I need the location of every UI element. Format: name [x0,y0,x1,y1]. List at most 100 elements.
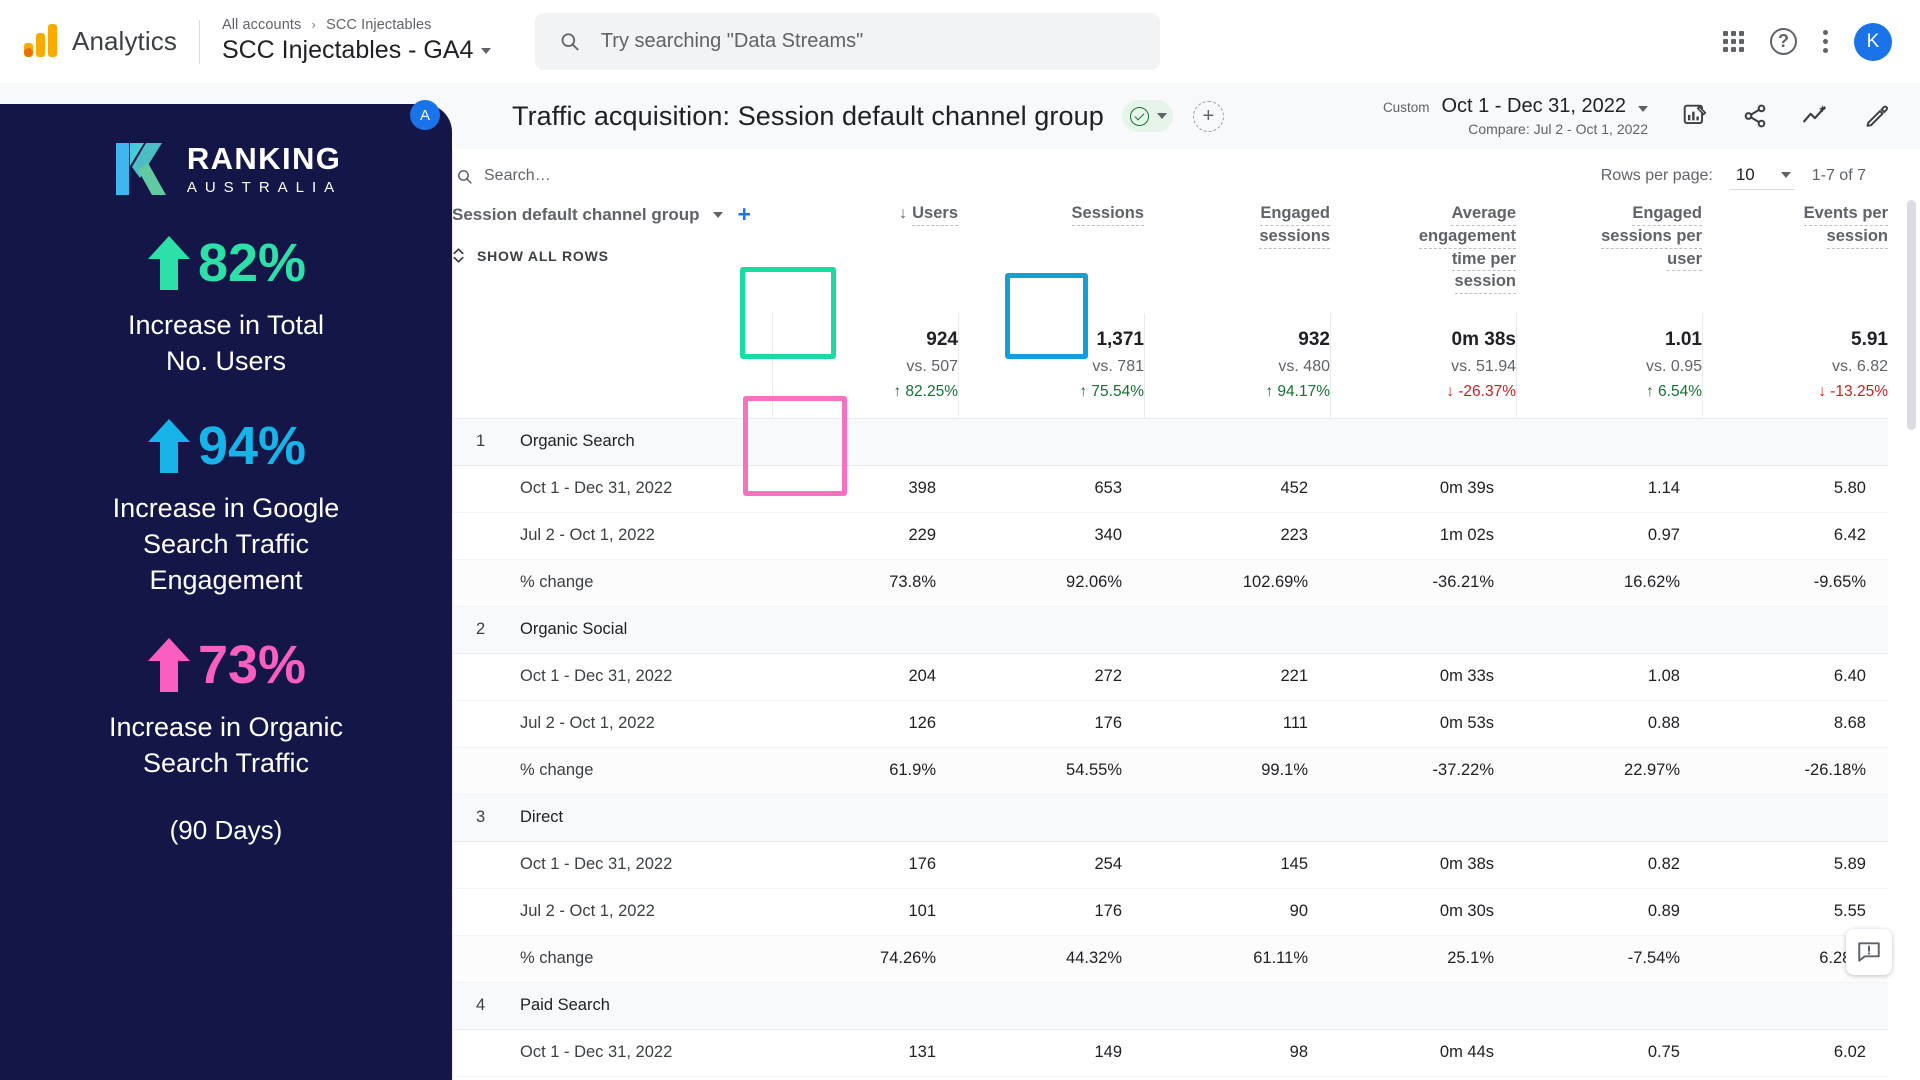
add-comparison-button[interactable]: + [1192,100,1224,132]
rows-per-page-label: Rows per page: [1600,167,1713,184]
table-row: Jul 2 - Oct 1, 2022 126 176 111 0m 53s 0.88 8.… [452,149,1888,1080]
table-group-row[interactable]: 4 Paid Search [452,149,1888,1080]
metric-header-sessions[interactable]: Sessions [958,203,1144,313]
stat-number: 73% [197,635,307,696]
feedback-button[interactable] [1846,929,1892,975]
metric-header-users[interactable]: ↓ Users [772,203,958,313]
report-actions [1682,103,1920,129]
table-row: % change 73.8% 92.06% 102.69% -36.21% 16.62% -… [452,149,1888,1080]
metric-header-engaged-sessions[interactable]: Engaged sessions [1144,203,1330,313]
stat-caption: Increase in Google Search Traffic Engageme… [0,491,452,598]
stat-caption-line: Increase in Total [127,310,325,340]
chevron-down-icon[interactable] [481,47,492,54]
row-value-cell: 176 [452,149,958,1080]
summary-change: ↑ 82.25% [893,383,958,401]
search-input[interactable] [600,30,1137,53]
row-value-cell: -26.18% [452,149,1888,1080]
group-name-cell: 2 Organic Social [452,606,772,654]
row-value-cell: -37.22% [452,149,1516,1080]
stat-caption-line: Search Traffic [142,528,310,559]
account-selector[interactable]: All accounts › SCC Injectables SCC Injec… [222,17,492,65]
group-name-cell: 3 Direct [452,794,772,842]
stat-caption-line: No. Users [165,345,287,376]
row-value-cell: 61.9% [452,149,958,1080]
row-value-cell: 16.62% [452,149,1702,1080]
chevron-down-icon[interactable] [1156,113,1167,119]
table-row: Oct 1 - Dec 31, 2022 131 149 98 0m 44s 0.75 6.… [452,149,1888,1080]
table-row: Jul 2 - Oct 1, 2022 229 340 223 1m 02s 0.97 6.… [452,149,1888,1080]
dimension-selector[interactable]: Session default channel group + [452,203,772,226]
summary-cell: 0m 38s vs. 51.94 ↓ -26.37% [1330,313,1516,419]
row-value-cell: 0.75 [452,149,1702,1080]
table-search-placeholder[interactable]: Search… [484,167,551,184]
metric-header-engaged-sessions-per-user[interactable]: Engaged sessions per user [1516,203,1702,313]
ranking-australia-logo: RANKING AUSTRALIA [0,138,452,200]
page-scrollbar[interactable] [1907,200,1916,430]
group-empty-cell [452,149,1330,1080]
show-all-rows-button[interactable]: SHOW ALL ROWS [452,246,772,265]
share-icon[interactable] [1742,103,1768,129]
group-empty-cell [452,149,1702,1080]
date-range-value[interactable]: Oct 1 - Dec 31, 2022 [1441,95,1626,118]
table-group-row[interactable]: 3 Direct [452,149,1888,1080]
table-group-row[interactable]: 1 Organic Search [452,149,1888,1080]
tab-indicator[interactable]: A [410,100,440,130]
more-vert-icon[interactable] [1823,30,1828,53]
group-empty-cell [452,149,1888,1080]
overlay-stat: 82% Increase in Total No. Users [0,234,452,379]
group-name: Organic Search [520,432,635,450]
summary-dimension-cell [452,313,772,419]
date-range-text[interactable]: Custom Oct 1 - Dec 31, 2022 Compare: Jul… [1383,93,1648,139]
brand-name: Analytics [72,26,177,56]
row-value-cell: 0m 38s [452,149,1516,1080]
edit-icon[interactable] [1864,103,1890,129]
row-value-cell: 92.06% [452,149,1144,1080]
row-label: % change [452,559,772,607]
table-group-row[interactable]: 2 Organic Social [452,149,1888,1080]
row-value-cell: 254 [452,149,1144,1080]
chevron-down-icon[interactable] [1780,171,1791,178]
global-search[interactable] [535,13,1161,70]
table-summary-row: 924 vs. 507 ↑ 82.25% 1,371 vs. 781 ↑ 75.54% 93… [452,313,1888,419]
row-value-cell: 0m 39s [452,149,1516,1080]
group-name: Direct [520,808,564,826]
summary-comparison: vs. 781 [1092,358,1144,376]
metric-header-label-line: Events per [1803,203,1888,226]
status-badge[interactable] [1121,100,1173,132]
show-all-rows-label: SHOW ALL ROWS [477,247,609,264]
row-value-cell: 6.42 [452,149,1888,1080]
trend-icon[interactable] [1802,103,1830,129]
row-value-cell: 25.1% [452,149,1516,1080]
metric-header-avg-engagement-time[interactable]: Average engagement time per session [1330,203,1516,313]
property-name[interactable]: SCC Injectables - GA4 [222,37,492,65]
row-value-cell: 6.40 [452,149,1888,1080]
group-empty-cell [452,149,1330,1080]
rows-per-page-select[interactable]: 10 [1729,163,1795,190]
summary-comparison: vs. 51.94 [1451,358,1516,376]
row-value-cell: 204 [452,149,958,1080]
chevron-down-icon[interactable] [1638,106,1648,113]
avatar[interactable]: K [1854,22,1892,61]
group-empty-cell [452,149,1516,1080]
table-search[interactable]: Search… [456,167,551,185]
table-row: Oct 1 - Dec 31, 2022 398 653 452 0m 39s 1.14 5… [452,149,1888,1080]
group-empty-cell [452,149,958,1080]
table-row: % change 74.26% 44.32% 61.11% 25.1% -7.54% 6.2… [452,149,1888,1080]
row-value-cell: 5.55 [452,149,1888,1080]
row-value-cell: 74.26% [452,149,958,1080]
group-empty-cell [452,149,1516,1080]
row-value-cell: 0m 53s [452,149,1516,1080]
row-value-cell: 0.97 [452,149,1702,1080]
group-empty-cell [452,149,1330,1080]
apps-grid-icon[interactable] [1723,31,1744,52]
row-label: Jul 2 - Oct 1, 2022 [452,888,772,936]
page-title: Traffic acquisition: Session default cha… [512,100,1104,131]
summary-cell: 1,371 vs. 781 ↑ 75.54% [958,313,1144,419]
insights-icon[interactable] [1682,103,1708,129]
chevron-down-icon[interactable] [713,211,724,218]
row-value-cell: 101 [452,149,958,1080]
summary-comparison: vs. 507 [906,358,958,376]
help-icon[interactable]: ? [1770,28,1797,55]
add-dimension-button[interactable]: + [737,201,751,227]
metric-header-events-per-session[interactable]: Events per session [1702,203,1888,313]
